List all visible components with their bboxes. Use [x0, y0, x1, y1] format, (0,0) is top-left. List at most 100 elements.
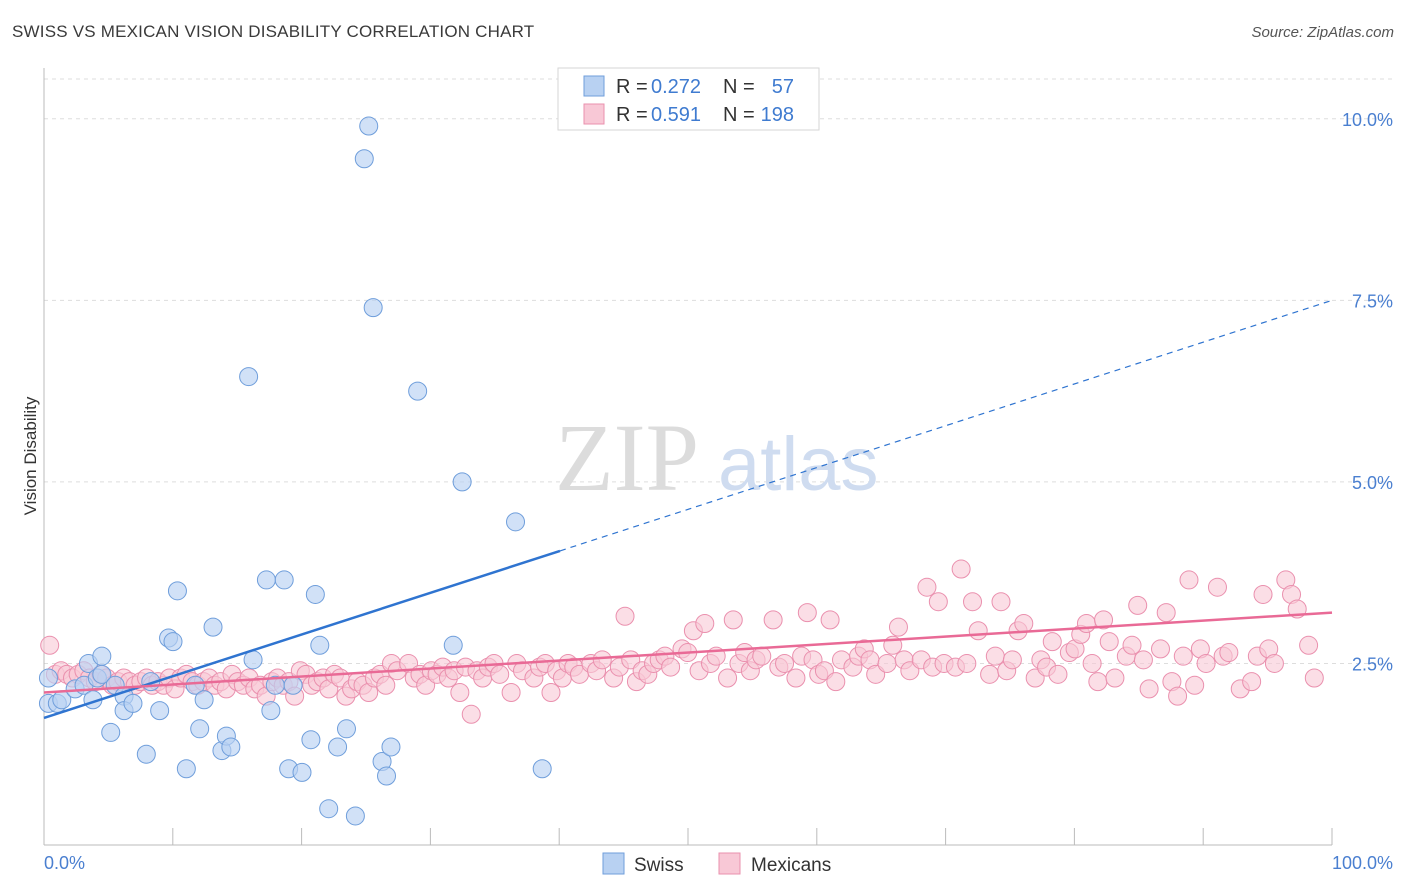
- mexicans-point: [1088, 672, 1108, 692]
- swiss-trend-extension: [559, 299, 1333, 552]
- mexicans-point: [1264, 653, 1284, 673]
- mexicans-point: [1219, 643, 1239, 663]
- swiss-point: [363, 298, 383, 318]
- mexicans-point: [1299, 635, 1319, 655]
- mexicans-point: [40, 635, 60, 655]
- swiss-point: [194, 690, 214, 710]
- mexicans-point: [1133, 650, 1153, 670]
- mexicans-point: [1253, 584, 1273, 604]
- mexicans-point: [1151, 639, 1170, 659]
- swiss-point: [163, 632, 183, 652]
- legend-r-label-swiss: R =: [616, 76, 648, 98]
- mexicans-point: [1099, 632, 1119, 652]
- mexicans-point: [1168, 686, 1188, 706]
- mexicans-point: [1207, 577, 1227, 597]
- bottom-legend-label-mexicans: Mexicans: [751, 855, 831, 876]
- mexicans-point: [826, 672, 846, 692]
- mexicans-point: [592, 650, 612, 670]
- swiss-point: [136, 744, 156, 764]
- swiss-point: [190, 719, 210, 739]
- swiss-point: [150, 701, 170, 721]
- legend-n-value-mexicans: 198: [761, 104, 794, 126]
- y-tick-label: 2.5%: [1352, 654, 1393, 674]
- mexicans-point: [877, 653, 897, 673]
- mexicans-point: [763, 610, 783, 630]
- mexicans-point: [1185, 675, 1205, 695]
- x-tick-label-max: 100.0%: [1332, 853, 1393, 873]
- y-tick-labels: 2.5% 5.0% 7.5% 10.0%: [1342, 110, 1393, 675]
- swiss-point: [239, 367, 259, 387]
- legend-n-label-swiss: N =: [723, 76, 755, 98]
- mexicans-point: [980, 664, 1000, 684]
- watermark-atlas: atlas: [718, 422, 879, 507]
- mexicans-point: [490, 664, 510, 684]
- swiss-point: [443, 635, 463, 655]
- mexicans-point: [752, 646, 772, 666]
- legend-n-label-mexicans: N =: [723, 104, 755, 126]
- swiss-point: [532, 759, 552, 779]
- bottom-legend-swatch-swiss: [602, 852, 625, 875]
- mexicans-point: [450, 682, 470, 702]
- mexicans-point: [1122, 635, 1142, 655]
- mexicans-point: [1105, 668, 1125, 688]
- mexicans-point: [1014, 614, 1034, 634]
- swiss-point: [274, 570, 294, 590]
- mexicans-trend-line: [43, 611, 1333, 694]
- mexicans-point: [1179, 570, 1199, 590]
- mexicans-point: [1242, 672, 1262, 692]
- legend-swatch-mexicans: [583, 103, 605, 125]
- swiss-point: [167, 581, 187, 601]
- swiss-point: [319, 799, 339, 819]
- mexicans-point: [1042, 632, 1062, 652]
- mexicans-point: [1196, 653, 1216, 673]
- x-tick-label-min: 0.0%: [44, 853, 85, 873]
- legend-n-value-swiss: 57: [772, 76, 794, 98]
- swiss-point: [292, 762, 312, 782]
- swiss-trend-line: [43, 549, 561, 720]
- swiss-point: [301, 730, 321, 750]
- mexicans-point: [541, 682, 561, 702]
- swiss-point: [221, 737, 241, 757]
- mexicans-point: [695, 614, 715, 634]
- swiss-point: [92, 646, 112, 666]
- swiss-point: [283, 675, 303, 695]
- mexicans-point: [951, 559, 971, 579]
- bottom-legend: Swiss Mexicans: [602, 852, 831, 876]
- mexicans-point: [1139, 679, 1159, 699]
- watermark: ZIP atlas: [555, 404, 879, 511]
- y-tick-label: 7.5%: [1352, 291, 1393, 311]
- legend-swatch-swiss: [583, 75, 605, 97]
- legend-r-value-mexicans: 0.591: [651, 104, 701, 126]
- mexicans-point: [797, 603, 817, 623]
- mexicans-point: [820, 610, 840, 630]
- mexicans-point: [1002, 650, 1022, 670]
- mexicans-point: [968, 621, 988, 641]
- watermark-zip: ZIP: [555, 404, 699, 511]
- mexicans-point: [1304, 668, 1324, 688]
- y-tick-label: 10.0%: [1342, 110, 1393, 130]
- swiss-point: [452, 472, 472, 492]
- mexicans-point: [718, 668, 738, 688]
- legend-r-value-swiss: 0.272: [651, 76, 701, 98]
- swiss-point: [328, 737, 348, 757]
- x-tick-marks: [43, 828, 1333, 845]
- swiss-point: [38, 668, 58, 688]
- mexicans-point: [985, 646, 1005, 666]
- mexicans-point: [1082, 653, 1102, 673]
- mexicans-point: [461, 704, 481, 724]
- swiss-point: [176, 759, 196, 779]
- swiss-point: [377, 766, 397, 786]
- bottom-legend-swatch-mexicans: [718, 852, 741, 875]
- swiss-point: [359, 116, 379, 136]
- mexicans-point: [1094, 610, 1114, 630]
- swiss-point: [381, 737, 401, 757]
- y-axis-label: Vision Disability: [21, 396, 40, 515]
- mexicans-point: [991, 592, 1011, 612]
- y-tick-label: 5.0%: [1352, 473, 1393, 493]
- swiss-point: [123, 693, 143, 713]
- trend-lines: [43, 299, 1333, 720]
- swiss-point: [256, 570, 276, 590]
- bottom-legend-label-swiss: Swiss: [634, 855, 684, 876]
- mexicans-point: [661, 657, 681, 677]
